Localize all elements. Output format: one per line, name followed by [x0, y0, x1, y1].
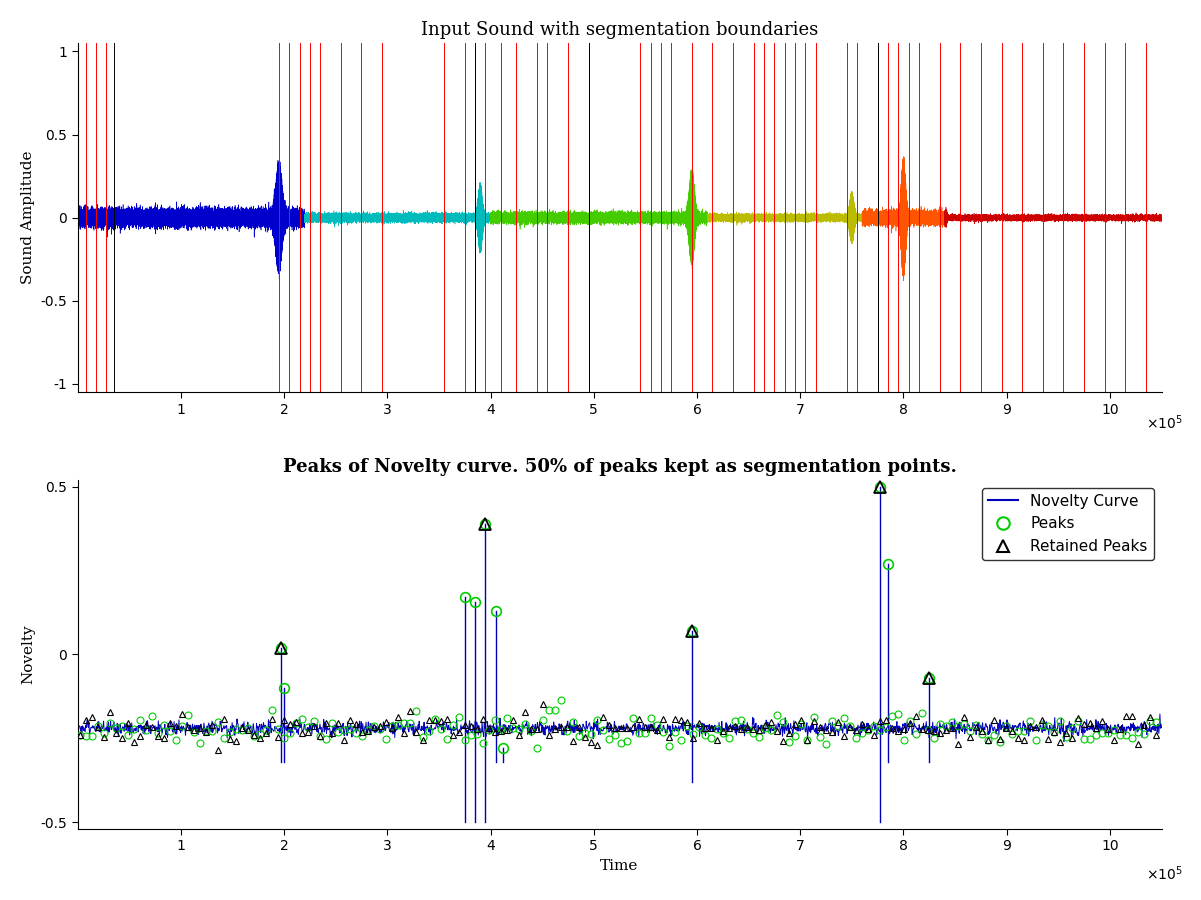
Text: $\times 10^5$: $\times 10^5$	[1147, 413, 1183, 432]
Y-axis label: Sound Amplitude: Sound Amplitude	[20, 151, 35, 284]
X-axis label: Time: Time	[600, 859, 639, 873]
Y-axis label: Novelty: Novelty	[20, 625, 35, 684]
Title: Peaks of Novelty curve. 50% of peaks kept as segmentation points.: Peaks of Novelty curve. 50% of peaks kep…	[282, 457, 956, 475]
Text: $\times 10^5$: $\times 10^5$	[1147, 864, 1183, 883]
Legend: Novelty Curve, Peaks, Retained Peaks: Novelty Curve, Peaks, Retained Peaks	[981, 488, 1154, 560]
Title: Input Sound with segmentation boundaries: Input Sound with segmentation boundaries	[420, 21, 818, 39]
